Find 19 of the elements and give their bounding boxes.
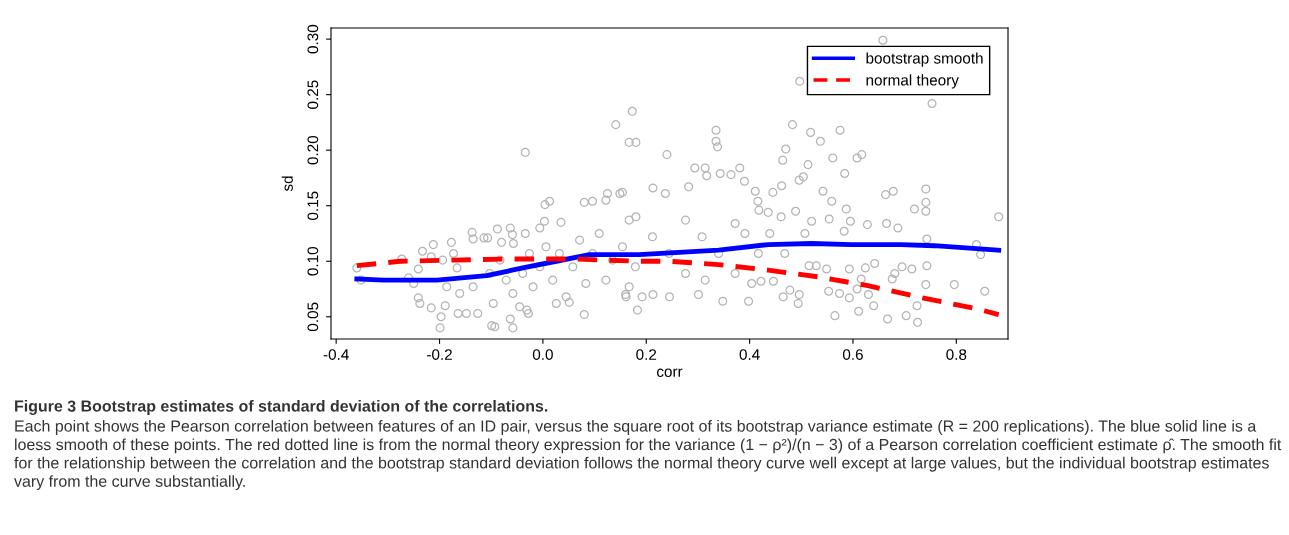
x-tick-label: -0.2 [427, 349, 452, 360]
x-axis-title: corr [656, 368, 683, 377]
y-tick-label: 0.25 [307, 80, 319, 109]
x-tick-label: 0.4 [739, 349, 760, 360]
text: Figure 3 Bootstrap estimates of standard deviation of the correlations. [15, 400, 548, 415]
y-axis-title: sd [281, 176, 293, 192]
legend-label: normal theory [866, 74, 959, 89]
legend-label: bootstrap smooth [866, 52, 983, 67]
y-tick-label: 0.15 [307, 191, 319, 220]
y-tick-label: 0.30 [307, 24, 319, 54]
x-tick-label: 0.6 [842, 349, 863, 360]
text: Each point shows the Pearson correlation between features of an ID pair, versus the square root of its bootstrap variance estimate (R = 200 replications). The blue solid line is a loess smooth of these points. The red dotted line is from the normal theory expression for the variance (1 − ρ²)/(n − 3) of a Pearson correlation coefficient estimate ρ̂. The smooth fit for the relationship between the correlation and the bootstrap standard deviation follows the normal theory curve well except at large values, but the individual bootstrap estimates vary from the curve substantially. [14, 420, 1282, 491]
y-tick-label: 0.20 [307, 135, 319, 165]
x-tick-label: 0.2 [636, 349, 657, 360]
y-tick-label: 0.05 [307, 302, 319, 332]
x-tick-label: 0.0 [532, 349, 553, 360]
y-tick-label: 0.10 [307, 246, 319, 276]
x-tick-label: 0.8 [946, 349, 967, 360]
x-tick-label: -0.4 [323, 349, 349, 360]
